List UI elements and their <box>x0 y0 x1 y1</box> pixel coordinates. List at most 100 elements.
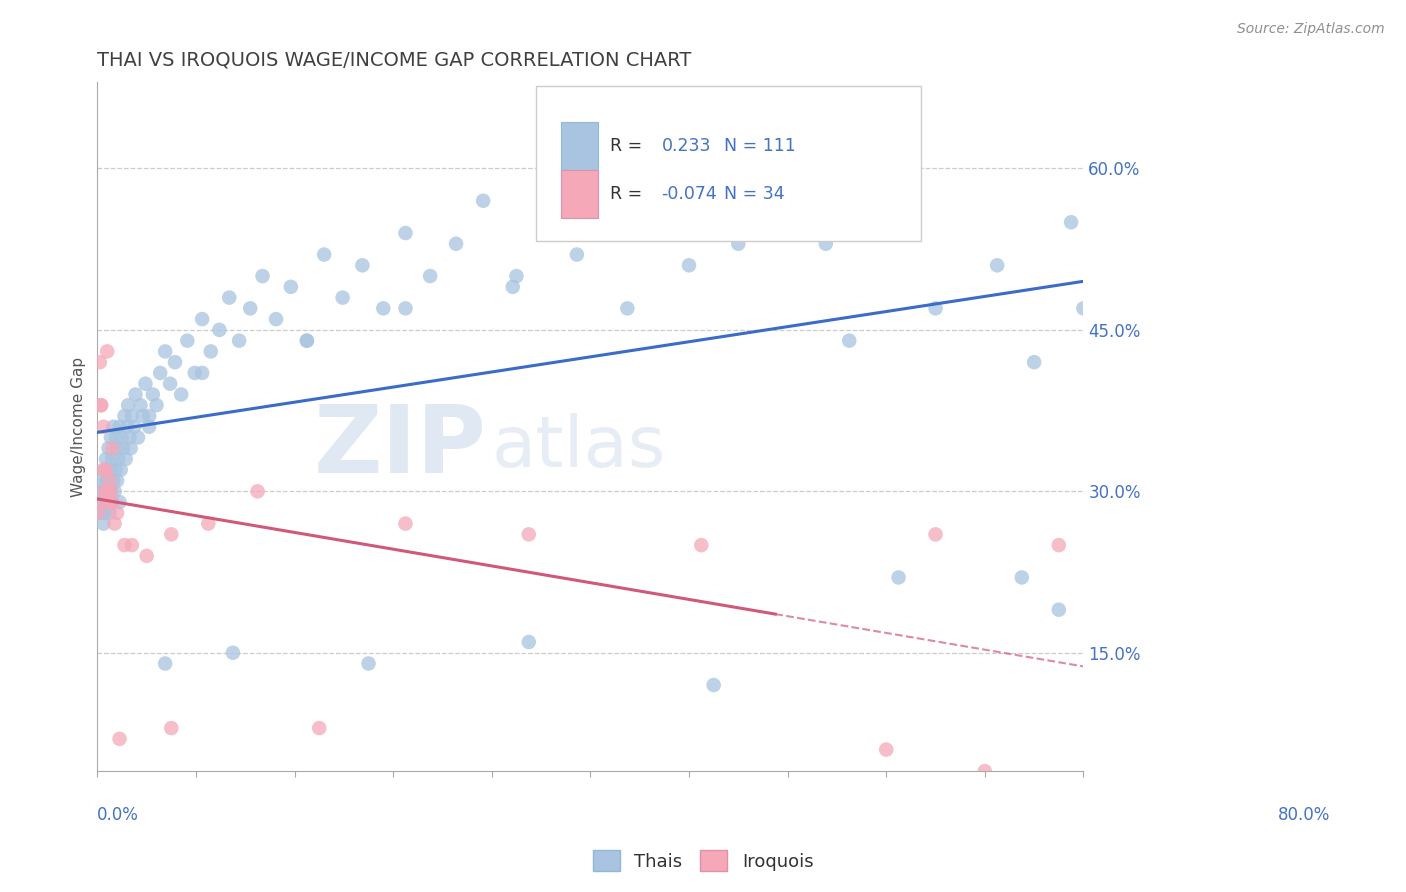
Point <box>153 657 176 671</box>
Point <box>160 527 183 541</box>
Point <box>101 495 124 509</box>
Point <box>314 247 336 261</box>
Point <box>103 419 125 434</box>
Point <box>93 516 115 531</box>
Point <box>170 387 193 401</box>
Point <box>246 484 269 499</box>
Point <box>766 161 789 176</box>
Point <box>517 635 540 649</box>
Point <box>108 731 131 746</box>
Point <box>127 430 149 444</box>
Point <box>91 495 114 509</box>
Point <box>120 442 142 456</box>
Text: Source: ZipAtlas.com: Source: ZipAtlas.com <box>1237 22 1385 37</box>
Point <box>239 301 262 316</box>
Point <box>134 376 156 391</box>
Point <box>176 334 198 348</box>
Point <box>111 430 134 444</box>
Point <box>517 527 540 541</box>
Point <box>91 474 114 488</box>
Point <box>200 344 222 359</box>
Point <box>117 398 139 412</box>
Point <box>98 474 121 488</box>
Point <box>96 495 118 509</box>
Point <box>373 301 395 316</box>
Point <box>104 484 127 499</box>
Point <box>98 463 121 477</box>
Point <box>114 409 136 423</box>
Point <box>690 538 713 552</box>
Point <box>96 474 118 488</box>
Point <box>721 204 744 219</box>
Point <box>252 268 274 283</box>
Point <box>90 484 112 499</box>
Point <box>502 280 524 294</box>
Point <box>94 474 117 488</box>
Point <box>93 463 115 477</box>
Point <box>105 506 128 520</box>
Point <box>132 409 155 423</box>
Point <box>121 409 143 423</box>
Point <box>104 463 127 477</box>
Point <box>678 258 700 272</box>
Point <box>87 506 110 520</box>
Text: THAI VS IROQUOIS WAGE/INCOME GAP CORRELATION CHART: THAI VS IROQUOIS WAGE/INCOME GAP CORRELA… <box>97 51 692 70</box>
Point <box>183 366 205 380</box>
Point <box>96 484 118 499</box>
Point <box>138 409 160 423</box>
Point <box>114 538 136 552</box>
Point <box>1109 268 1132 283</box>
Point <box>280 280 302 294</box>
Point <box>149 366 172 380</box>
Point <box>419 268 441 283</box>
Point <box>208 323 231 337</box>
Point <box>228 334 250 348</box>
Point <box>600 183 623 197</box>
Point <box>163 355 186 369</box>
Point <box>1047 603 1070 617</box>
Point <box>814 236 837 251</box>
Point <box>89 355 111 369</box>
Point <box>107 452 129 467</box>
Point <box>101 452 124 467</box>
Point <box>101 442 124 456</box>
Text: 80.0%: 80.0% <box>1278 805 1330 823</box>
FancyBboxPatch shape <box>561 122 599 170</box>
Text: N = 34: N = 34 <box>724 186 785 203</box>
Point <box>394 516 416 531</box>
Point <box>638 226 661 240</box>
Point <box>332 291 354 305</box>
Point <box>87 506 110 520</box>
Text: R =: R = <box>610 137 648 155</box>
Point <box>97 442 120 456</box>
Point <box>472 194 495 208</box>
Point <box>115 419 138 434</box>
Point <box>616 301 638 316</box>
Point <box>727 236 749 251</box>
Text: -0.074: -0.074 <box>661 186 717 203</box>
Text: N = 111: N = 111 <box>724 137 796 155</box>
Point <box>93 419 115 434</box>
Point <box>93 506 115 520</box>
Point <box>124 387 146 401</box>
Point <box>94 463 117 477</box>
Point <box>505 268 527 283</box>
Point <box>105 474 128 488</box>
Point <box>394 226 416 240</box>
Point <box>89 495 111 509</box>
Point <box>138 419 160 434</box>
Point <box>93 463 115 477</box>
Point <box>90 398 112 412</box>
Text: 0.233: 0.233 <box>661 137 711 155</box>
Point <box>1097 323 1119 337</box>
Point <box>90 398 112 412</box>
Text: ZIP: ZIP <box>314 401 486 493</box>
Point <box>218 291 240 305</box>
Point <box>838 334 860 348</box>
Point <box>357 657 380 671</box>
Point <box>110 463 132 477</box>
Point <box>1084 236 1107 251</box>
Point <box>145 398 167 412</box>
Point <box>98 506 121 520</box>
Point <box>1011 570 1033 584</box>
